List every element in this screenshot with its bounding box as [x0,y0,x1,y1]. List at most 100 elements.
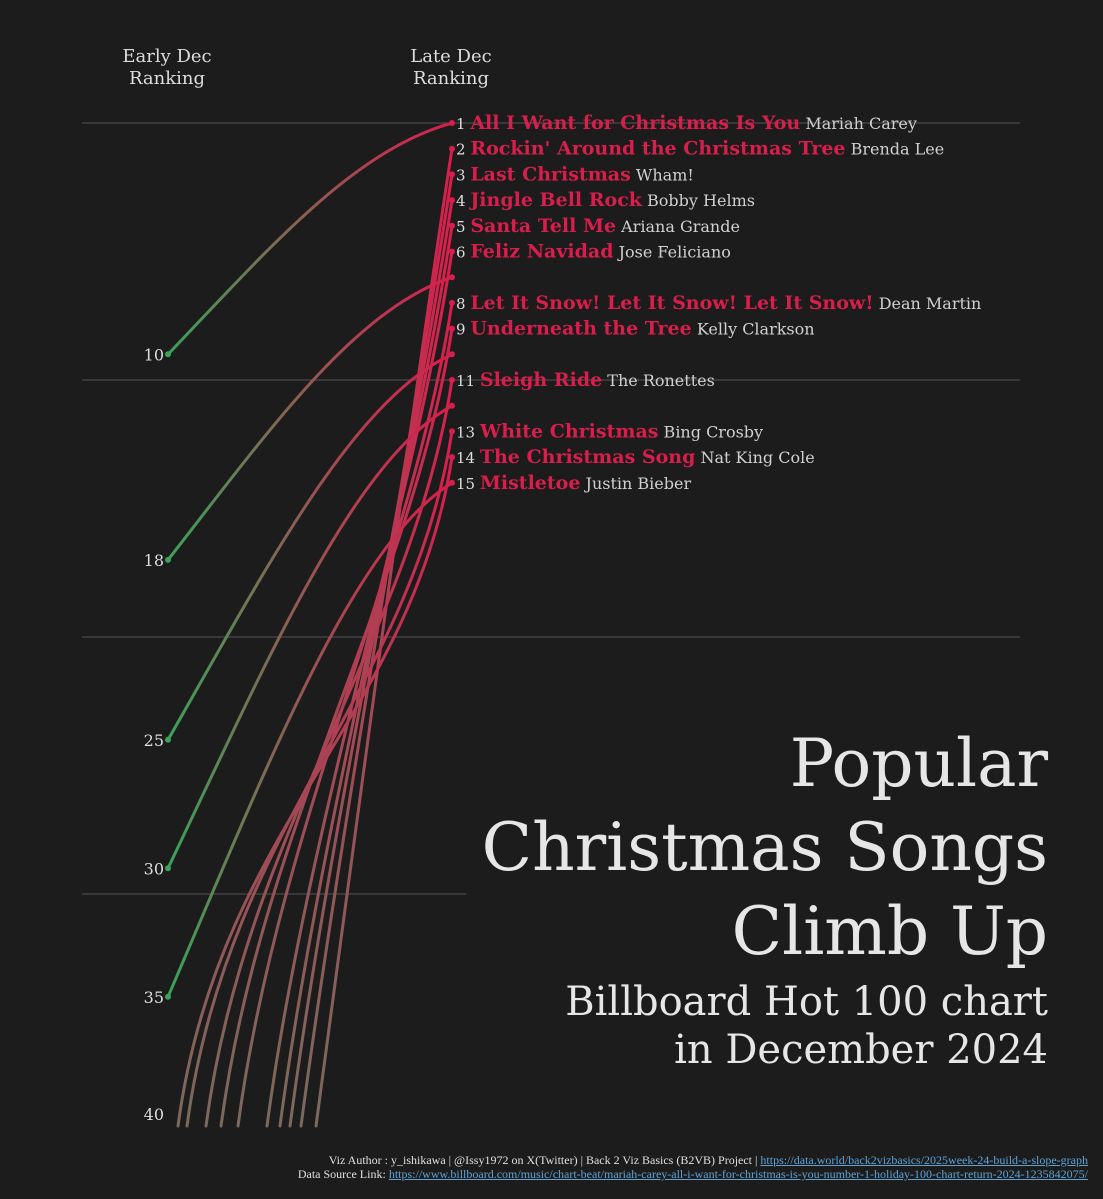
footer-credit: Viz Author : y_ishikawa | @Issy1972 on X… [329,1153,1088,1168]
left-tick-label: 30 [144,859,164,878]
song-artist: The Ronettes [602,371,715,390]
song-label: 8 Let It Snow! Let It Snow! Let It Snow!… [456,292,981,314]
slope-line [166,352,454,742]
slope-line [299,172,454,1128]
song-artist: Nat King Cole [695,448,814,467]
song-artist: Jose Feliciano [614,243,731,262]
end-point [449,377,455,383]
song-label: 1 All I Want for Christmas Is You Mariah… [456,112,917,134]
song-label: 5 Santa Tell Me Ariana Grande [456,215,740,237]
end-point [449,171,455,178]
end-point [449,479,455,486]
late-rank-label: 2 [456,141,470,159]
song-title: Let It Snow! Let It Snow! Let It Snow! [470,292,873,314]
song-artist: Kelly Clarkson [692,320,815,339]
title-line-2: Christmas Songs [481,809,1048,886]
song-artist: Wham! [631,165,694,184]
end-point [449,325,455,332]
late-dec-header: Late Dec Ranking [381,46,521,90]
song-artist: Bobby Helms [642,191,755,210]
late-rank-label: 15 [456,475,480,493]
song-title: Mistletoe [480,472,581,494]
end-point [449,299,455,306]
song-label: 3 Last Christmas Wham! [456,163,694,185]
slope-line [185,429,454,1128]
late-rank-label: 14 [456,449,480,467]
late-rank-label: 4 [456,192,470,210]
late-rank-label: 6 [456,244,470,262]
footer-credit-link[interactable]: https://data.world/back2vizbasics/2025we… [760,1153,1088,1167]
song-artist: Justin Bieber [580,474,691,493]
slope-line [204,378,454,1128]
slope-line [314,147,454,1128]
left-tick-label: 10 [144,345,164,364]
song-label: 2 Rockin' Around the Christmas Tree Bren… [456,138,944,160]
song-title: Rockin' Around the Christmas Tree [470,138,845,160]
early-dec-header-line1: Early Dec [122,46,212,67]
song-title: White Christmas [479,420,659,442]
early-dec-header-line2: Ranking [128,68,206,89]
song-title: The Christmas Song [480,446,696,468]
song-title: Last Christmas [470,163,631,185]
title-line-3: Climb Up [731,893,1048,970]
footer-source: Data Source Link: https://www.billboard.… [298,1167,1088,1182]
early-dec-header: Early Dec Ranking [97,46,237,90]
footer-source-label: Data Source Link: [297,1167,389,1181]
song-label: 14 The Christmas Song Nat King Cole [456,446,815,468]
song-label: 6 Feliz Navidad Jose Feliciano [456,241,731,263]
slope-line [166,121,454,356]
song-title: Feliz Navidad [470,241,613,263]
end-point [449,351,455,358]
song-artist: Mariah Carey [800,114,917,133]
song-title: Jingle Bell Rock [468,189,642,211]
start-point [165,351,171,358]
late-rank-label: 5 [456,218,470,236]
late-dec-header-line2: Ranking [412,68,490,89]
song-label: 15 Mistletoe Justin Bieber [456,472,691,494]
late-rank-label: 13 [456,423,480,441]
end-point [449,274,455,281]
end-point [449,222,455,229]
late-rank-label: 1 [456,115,470,133]
title-line-1: Popular [789,725,1048,802]
chart-title: Popular Christmas Songs Climb Up [428,722,1048,974]
left-tick-label: 25 [144,731,164,750]
end-point [449,145,455,152]
song-artist: Brenda Lee [846,140,945,159]
end-point [449,120,455,126]
end-point [449,248,455,255]
chart-subtitle: Billboard Hot 100 chart in December 2024 [428,978,1048,1074]
song-artist: Ariana Grande [616,217,740,236]
late-rank-label: 11 [456,372,480,390]
end-point [449,428,455,435]
song-label: 11 Sleigh Ride The Ronettes [456,369,715,391]
late-rank-label: 3 [456,166,470,184]
slope-line [219,327,454,1128]
footer-source-link[interactable]: https://www.billboard.com/music/chart-be… [388,1167,1088,1181]
slope-line [166,404,454,870]
song-artist: Dean Martin [874,294,982,313]
slope-line [288,198,454,1128]
left-tick-label: 40 [144,1105,164,1124]
song-label: 9 Underneath the Tree Kelly Clarkson [456,318,815,340]
subtitle-line-2: in December 2024 [674,1027,1048,1073]
end-point [449,402,455,409]
song-title: Underneath the Tree [470,318,691,340]
end-point [449,454,455,461]
song-title: Santa Tell Me [470,215,616,237]
subtitle-line-1: Billboard Hot 100 chart [565,979,1048,1025]
end-point [449,197,455,204]
late-rank-label: 9 [456,321,470,339]
slope-line [278,224,454,1128]
song-label: 4 Jingle Bell Rock Bobby Helms [456,189,755,211]
late-dec-header-line1: Late Dec [410,46,492,67]
slope-line [166,275,454,562]
slope-line [176,455,454,1128]
left-tick-label: 35 [144,988,164,1007]
song-title: All I Want for Christmas Is You [469,112,800,134]
song-title: Sleigh Ride [480,369,602,391]
slope-line [166,481,454,999]
start-point [165,736,171,743]
late-rank-label: 8 [456,295,470,313]
